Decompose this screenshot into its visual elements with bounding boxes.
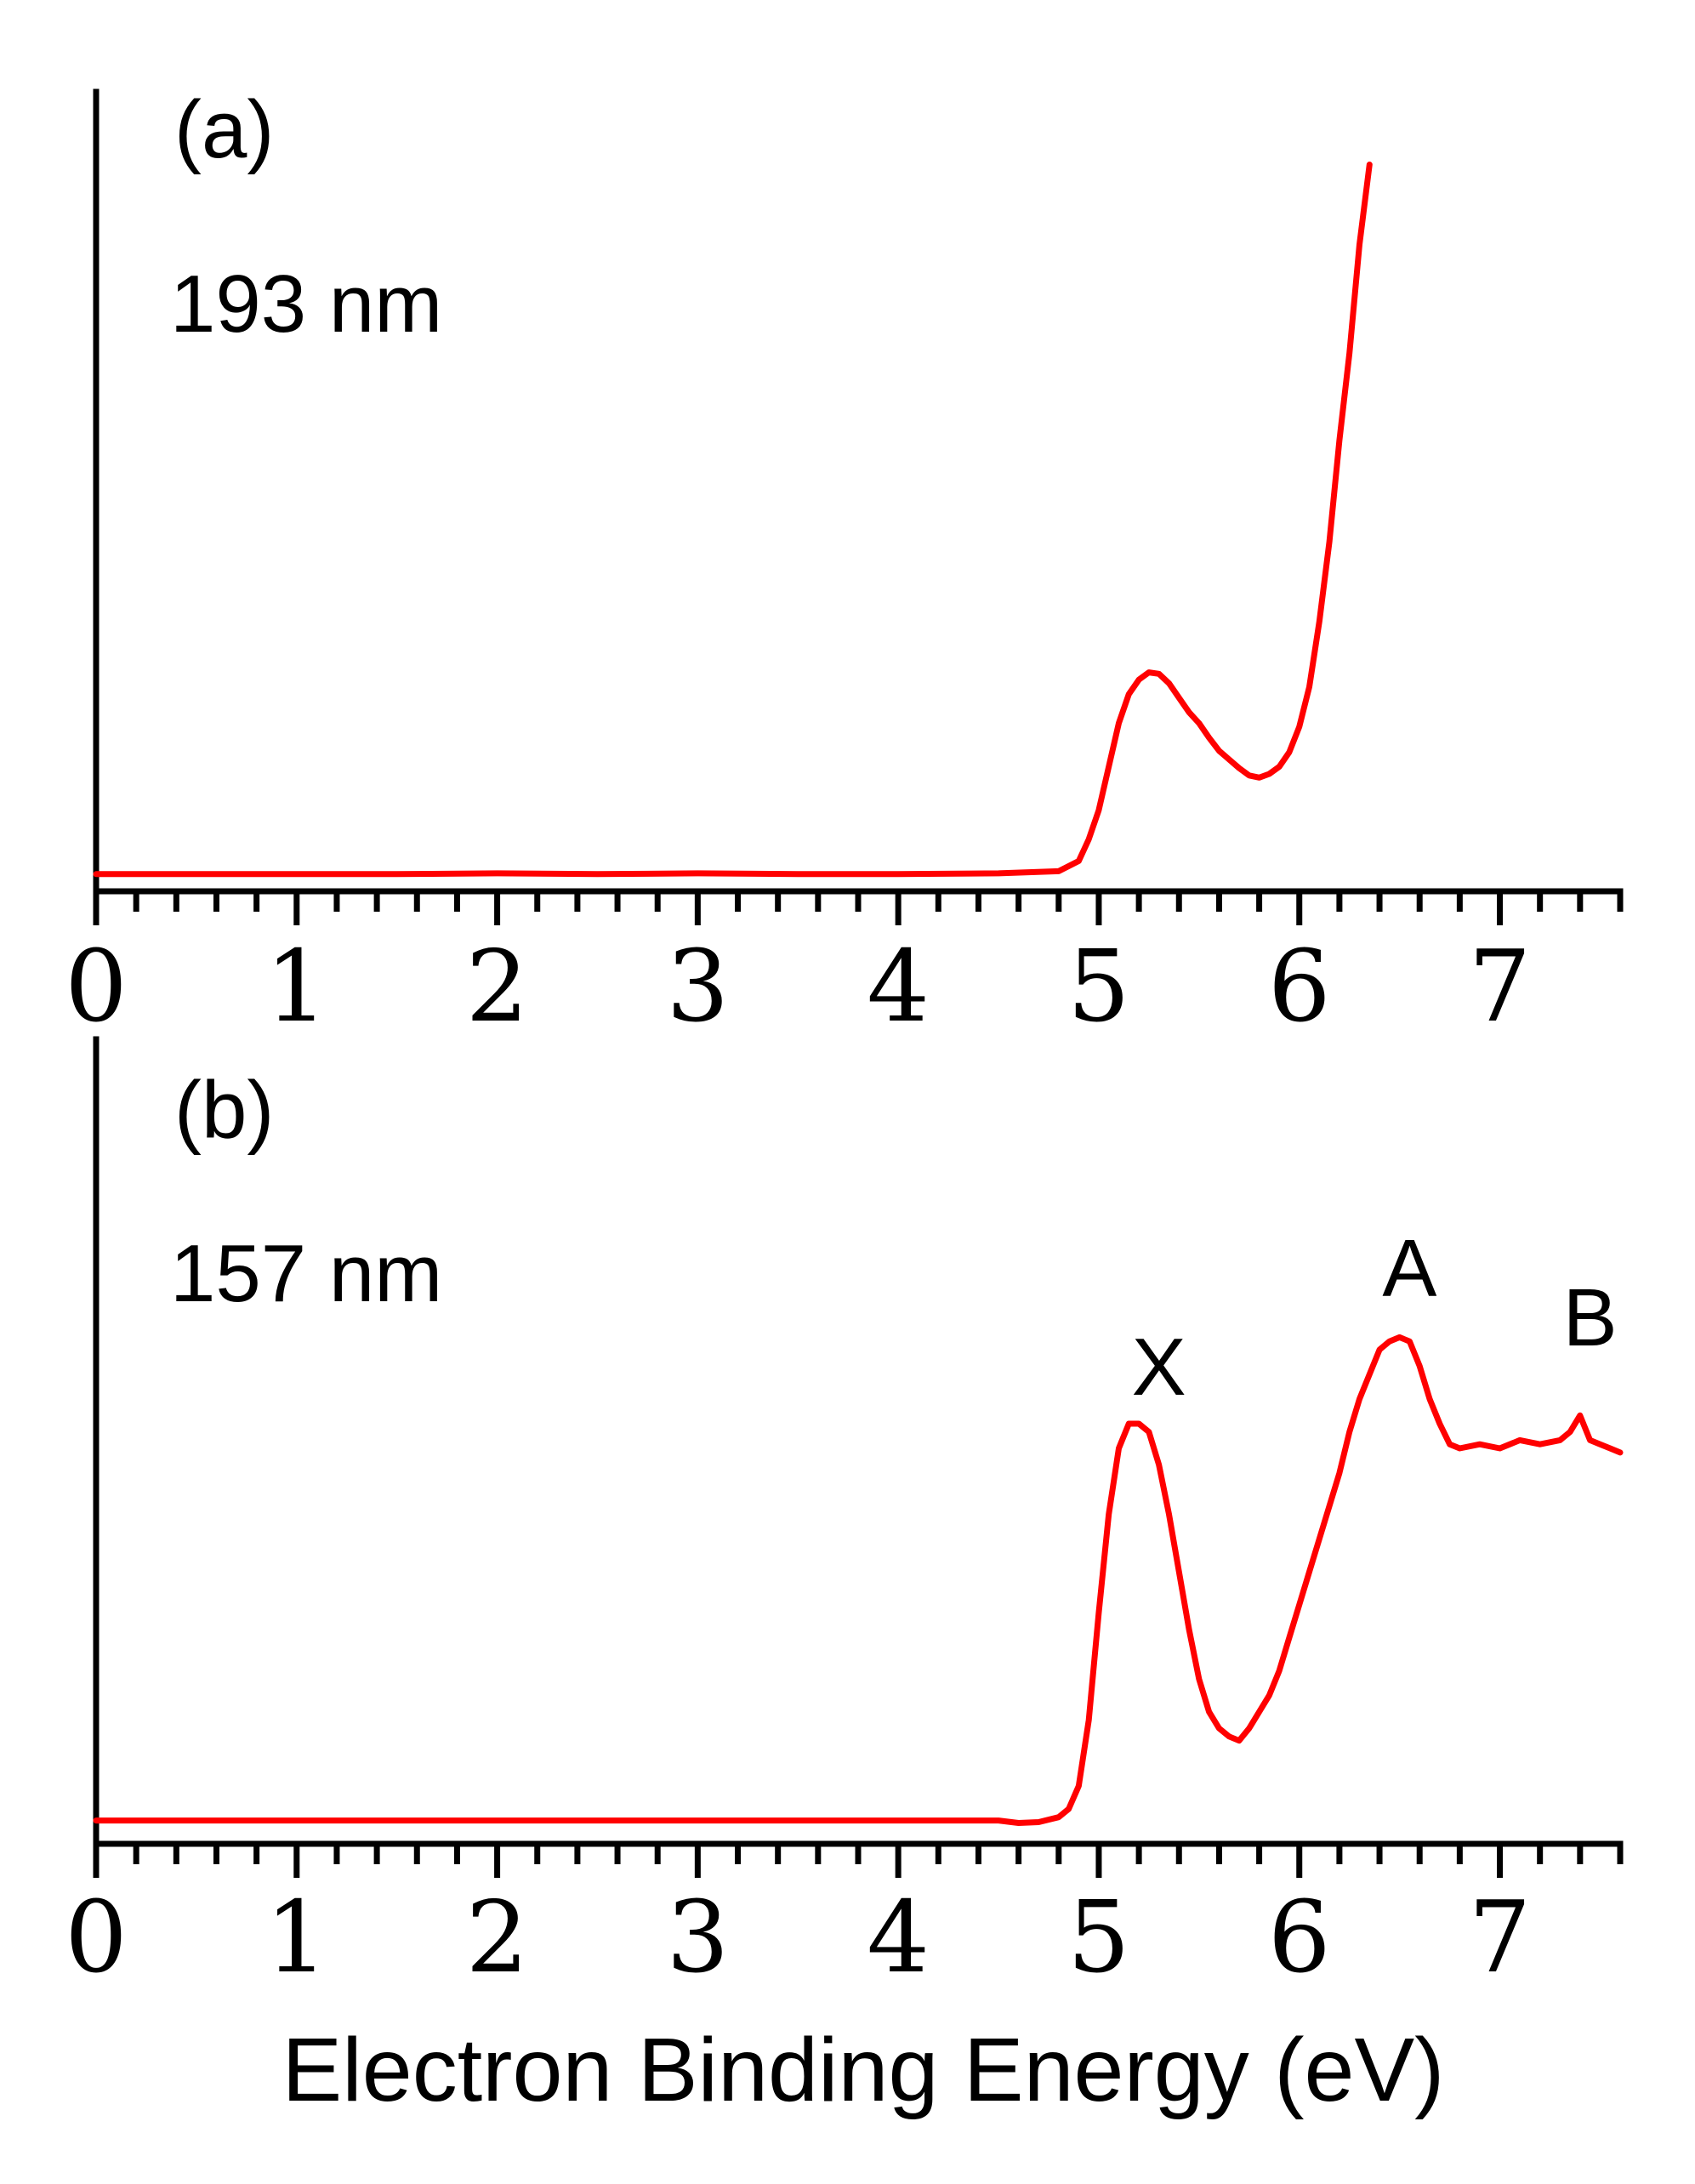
x-tick-label: 1 bbox=[265, 1880, 328, 1995]
x-axis-label: Electron Binding Energy (eV) bbox=[282, 2020, 1445, 2120]
x-tick-label: 4 bbox=[867, 930, 930, 1044]
x-tick-label: 0 bbox=[65, 1880, 128, 1995]
x-tick-label: 6 bbox=[1268, 1880, 1331, 1995]
x-tick-label: 6 bbox=[1268, 930, 1331, 1044]
x-tick-label: 5 bbox=[1067, 930, 1130, 1044]
x-tick-label: 1 bbox=[265, 930, 328, 1044]
x-tick-label: 0 bbox=[65, 930, 128, 1044]
x-tick-label: 3 bbox=[666, 930, 729, 1044]
wavelength-annotation: 157 nm bbox=[170, 1228, 442, 1319]
series-line bbox=[93, 162, 1373, 878]
peak-label: X bbox=[1132, 1322, 1186, 1413]
x-tick-label: 2 bbox=[466, 1880, 529, 1995]
panel-label: (b) bbox=[174, 1065, 274, 1156]
x-tick-label: 7 bbox=[1469, 930, 1532, 1044]
x-tick-label: 7 bbox=[1469, 1880, 1532, 1995]
x-tick-label: 4 bbox=[867, 1880, 930, 1995]
panel-a: 0 1 2 3 4 5 6 7 (a) 193 nm bbox=[65, 84, 1624, 1044]
x-tick-label: 2 bbox=[466, 930, 529, 1044]
peak-label: A bbox=[1382, 1223, 1436, 1314]
x-tick-label: 5 bbox=[1067, 1880, 1130, 1995]
x-tick-label: 3 bbox=[666, 1880, 729, 1995]
series-line bbox=[93, 1334, 1624, 1826]
wavelength-annotation: 193 nm bbox=[170, 259, 442, 350]
panel-label: (a) bbox=[174, 84, 274, 175]
peak-label: B bbox=[1563, 1272, 1618, 1363]
panel-b: 0 1 2 3 4 5 6 7 (b) 157 nm X A B bbox=[65, 1036, 1624, 1995]
